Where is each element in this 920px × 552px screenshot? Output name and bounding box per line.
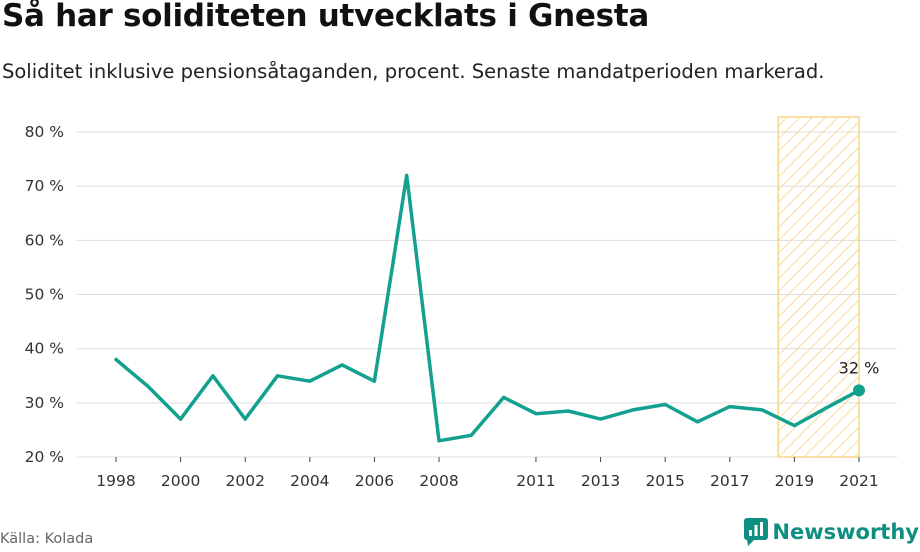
x-tick-label: 2017 bbox=[710, 472, 749, 490]
y-tick-label: 40 % bbox=[25, 340, 64, 358]
y-tick-label: 20 % bbox=[25, 448, 64, 466]
x-tick-label: 2000 bbox=[161, 472, 200, 490]
source-note: Källa: Kolada bbox=[0, 531, 94, 547]
x-tick-label: 2011 bbox=[516, 472, 555, 490]
x-tick-label: 2013 bbox=[581, 472, 620, 490]
brand-logo: Newsworthy bbox=[744, 518, 919, 546]
y-tick-label: 80 % bbox=[25, 123, 64, 141]
x-tick-label: 2008 bbox=[419, 472, 458, 490]
brand-name: Newsworthy bbox=[772, 520, 919, 544]
x-tick-label: 2019 bbox=[775, 472, 814, 490]
x-tick-label: 2021 bbox=[839, 472, 878, 490]
x-tick-label: 2004 bbox=[290, 472, 329, 490]
x-tick-label: 1998 bbox=[96, 472, 135, 490]
highlight-period bbox=[777, 116, 860, 458]
y-tick-label: 50 % bbox=[25, 286, 64, 304]
series-line bbox=[114, 173, 861, 443]
newsworthy-logo-icon bbox=[744, 518, 769, 546]
x-tick-label: 2002 bbox=[225, 472, 264, 490]
y-tick-label: 30 % bbox=[25, 394, 64, 412]
chart-subtitle: Soliditet inklusive pensionsåtaganden, p… bbox=[2, 60, 825, 83]
last-value-label: 32 % bbox=[839, 358, 880, 377]
y-tick-label: 60 % bbox=[25, 231, 64, 249]
y-tick-label: 70 % bbox=[25, 177, 64, 195]
x-tick-label: 2015 bbox=[645, 472, 684, 490]
last-value-point bbox=[853, 384, 865, 397]
x-tick-label: 2006 bbox=[355, 472, 394, 490]
chart-title: Så har soliditeten utvecklats i Gnesta bbox=[2, 0, 649, 34]
